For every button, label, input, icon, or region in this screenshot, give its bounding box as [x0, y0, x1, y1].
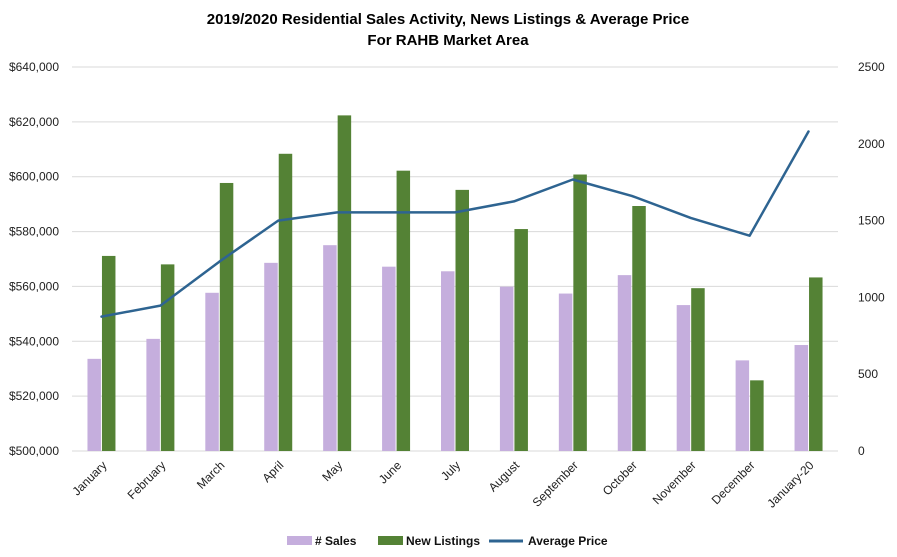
chart-title: 2019/2020 Residential Sales Activity, Ne… [207, 11, 689, 28]
left-tick-label: $600,000 [9, 170, 59, 184]
x-tick-label: December [709, 458, 758, 507]
x-tick-label: May [319, 458, 345, 484]
left-tick-label: $520,000 [9, 389, 59, 403]
bar-sales [146, 338, 160, 451]
legend-swatch [378, 536, 403, 545]
left-axis-ticks: $500,000 $520,000 $540,000 $560,000 $580,000… [9, 60, 59, 458]
right-tick-label: 2000 [858, 137, 885, 151]
x-tick-label: February [125, 458, 169, 502]
bar-new-listings [691, 288, 705, 451]
bar-sales [441, 271, 455, 451]
chart-subtitle: For RAHB Market Area [367, 32, 529, 49]
right-tick-label: 1500 [858, 214, 885, 228]
x-tick-label: January-20 [764, 458, 817, 511]
bar-new-listings [632, 206, 646, 451]
right-tick-label: 2500 [858, 60, 885, 74]
bar-new-listings [101, 255, 116, 451]
bar-new-listings [514, 229, 528, 451]
bar-sales [676, 305, 691, 451]
x-tick-label: April [259, 458, 286, 485]
bar-new-listings [809, 277, 823, 451]
line-average-price [100, 130, 810, 318]
left-tick-label: $560,000 [9, 279, 59, 293]
bar-sales [617, 275, 632, 451]
bar-sales [735, 360, 750, 451]
bar-sales [794, 345, 809, 451]
left-tick-label: $580,000 [9, 225, 59, 239]
bar-sales [558, 293, 573, 451]
bar-sales [87, 358, 101, 451]
x-tick-label: November [650, 458, 699, 507]
x-tick-label: June [376, 458, 405, 487]
legend-label: Average Price [528, 534, 608, 548]
bar-sales [382, 266, 396, 451]
average-price-line [100, 130, 810, 318]
legend-label: New Listings [406, 534, 480, 548]
bar-new-listings [219, 182, 234, 451]
legend-label: # Sales [315, 534, 357, 548]
bar-new-listings [160, 264, 175, 451]
bar-new-listings [455, 189, 469, 451]
left-tick-label: $620,000 [9, 115, 59, 129]
bar-new-listings [396, 170, 411, 451]
right-tick-label: 500 [858, 367, 878, 381]
x-tick-label: August [486, 458, 523, 495]
bar-new-listings [750, 380, 764, 451]
right-axis-ticks: 0 500 1000 1500 2000 2500 [858, 60, 885, 458]
gridlines [72, 66, 838, 452]
bar-new-listings [337, 115, 352, 451]
legend: # Sales New Listings Average Price [287, 534, 608, 548]
bar-sales [323, 245, 337, 451]
x-tick-label: January [69, 458, 109, 498]
x-tick-label: September [530, 458, 581, 509]
left-tick-label: $500,000 [9, 444, 59, 458]
bar-new-listings [573, 174, 587, 451]
bar-sales [205, 292, 219, 451]
right-tick-label: 0 [858, 444, 865, 458]
bars [87, 115, 823, 451]
left-tick-label: $640,000 [9, 60, 59, 74]
bar-sales [264, 262, 278, 451]
x-tick-label: October [600, 458, 640, 498]
right-tick-label: 1000 [858, 290, 885, 304]
legend-swatch [287, 536, 312, 545]
x-tick-label: July [438, 458, 463, 483]
x-axis-ticks: January February March April May June July Augu… [69, 458, 816, 511]
left-tick-label: $540,000 [9, 334, 59, 348]
bar-new-listings [278, 153, 293, 451]
x-tick-label: March [194, 458, 227, 491]
bar-sales [499, 286, 514, 451]
